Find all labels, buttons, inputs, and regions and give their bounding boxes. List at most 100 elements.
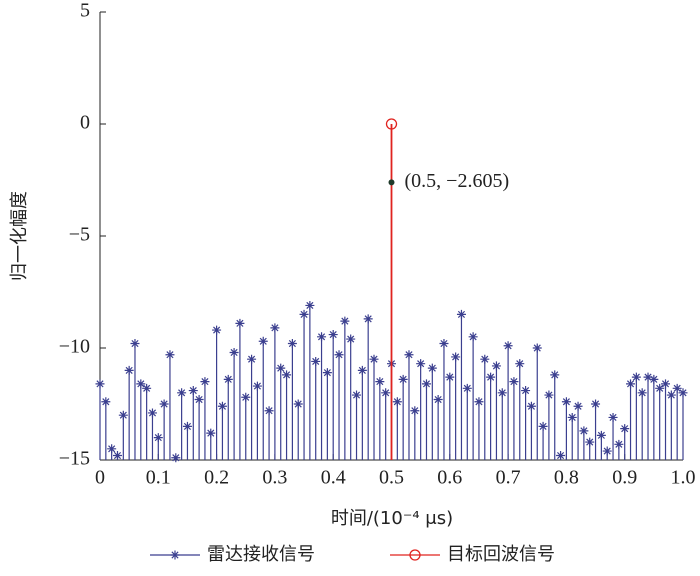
stem [491,361,501,460]
x-tick-label: 0.6 [437,467,462,489]
marker [672,383,682,393]
stem [666,390,676,460]
stem [381,388,391,460]
stem [340,316,350,460]
stem [385,118,398,460]
marker [573,401,583,411]
stem [585,437,595,460]
marker [626,379,636,389]
x-tick-label: 0 [95,467,105,489]
marker [404,350,414,360]
y-tick-label: −15 [59,448,90,470]
marker [276,363,286,373]
legend-label: 目标回波信号 [447,544,555,565]
marker [142,383,152,393]
marker [282,370,292,380]
marker [637,388,647,398]
stem [509,377,519,460]
stem [282,370,292,460]
marker [212,325,222,335]
stem [661,379,671,460]
stem [398,374,408,460]
marker [538,421,548,431]
marker [188,386,198,396]
stem [206,428,216,460]
marker [649,374,659,384]
stem [369,354,379,460]
stem [561,397,571,460]
stem [142,383,152,460]
marker [241,392,251,402]
stem [445,372,455,460]
marker [369,354,379,364]
marker [515,359,525,369]
marker [118,410,128,420]
stem [550,370,560,460]
stem [416,359,426,460]
stem [95,379,105,460]
stem [649,374,659,460]
marker [421,379,431,389]
stem [532,343,542,460]
stem [293,399,303,460]
marker [223,374,233,384]
marker [124,365,134,375]
marker [602,446,612,456]
marker [661,379,671,389]
marker [375,377,385,387]
marker [678,388,688,398]
stem [643,372,653,460]
marker [153,433,163,443]
marker [206,428,216,438]
stem [357,365,367,460]
stem [287,339,297,460]
stem [451,352,461,460]
stem [462,383,472,460]
marker [363,314,373,324]
stem [427,363,437,460]
stem [439,339,449,460]
marker [171,453,181,463]
marker [666,390,676,400]
stem [188,386,198,460]
x-tick-label: 0.8 [554,467,579,489]
stem [421,379,431,460]
marker [293,399,303,409]
marker [311,356,321,366]
stem [247,354,257,460]
marker [608,412,618,422]
marker [194,395,204,405]
marker [165,350,175,360]
stem [655,383,665,460]
stem [311,356,321,460]
marker [462,383,472,393]
stem [165,350,175,460]
stem [678,388,688,460]
stem [596,430,606,460]
marker [526,401,536,411]
marker [357,365,367,375]
marker [550,370,560,380]
stem [334,350,344,460]
marker [270,323,280,333]
x-tick-label: 0.2 [204,467,229,489]
marker [264,406,274,416]
marker [182,421,192,431]
stem [252,381,262,460]
marker [521,386,531,396]
stem [614,439,624,460]
marker [252,381,262,391]
stem [101,397,111,460]
stem [258,336,268,460]
marker [247,354,257,364]
marker [585,437,595,447]
stem [153,433,163,460]
marker [509,377,519,387]
y-tick-label: 5 [80,0,90,22]
stem [538,421,548,460]
stem [171,453,181,463]
stem [217,401,227,460]
legend-label: 雷达接收信号 [207,544,315,565]
marker [340,316,350,326]
